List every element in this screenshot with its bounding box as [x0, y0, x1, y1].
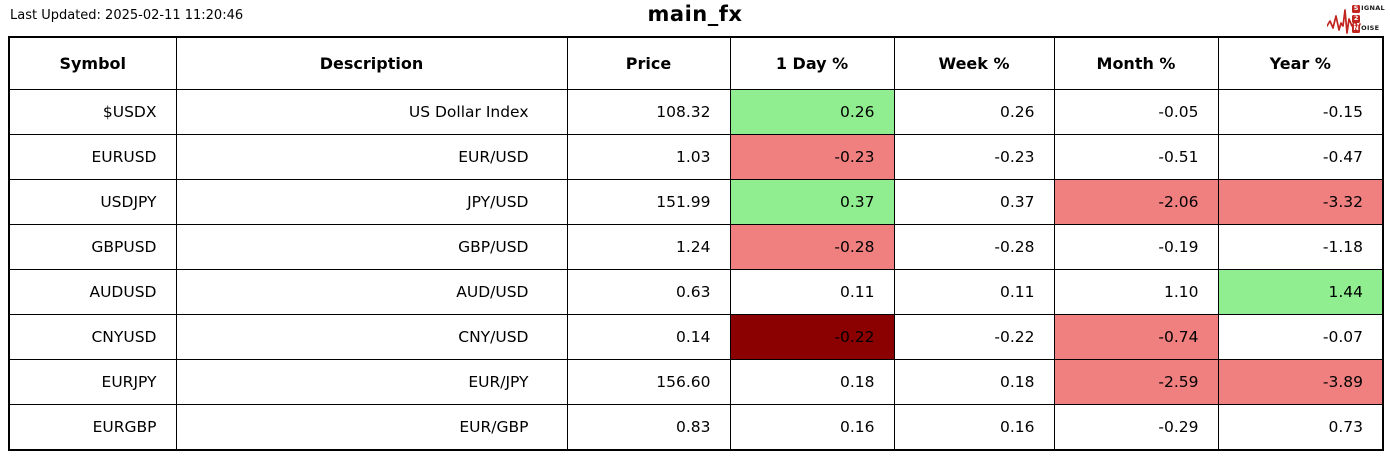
header-row: Symbol Description Price 1 Day % Week % … — [8, 36, 1384, 90]
logo-letter-n: N — [1352, 24, 1361, 33]
cell-week-pct: -0.22 — [893, 314, 1055, 360]
cell-description: EUR/GBP — [175, 404, 568, 451]
cell-week-pct: 0.37 — [893, 179, 1055, 225]
cell-price: 0.83 — [566, 404, 731, 451]
fx-table: Symbol Description Price 1 Day % Week % … — [8, 36, 1384, 451]
cell-symbol: CNYUSD — [8, 314, 177, 360]
column-header-symbol: Symbol — [8, 36, 177, 90]
cell-symbol: USDJPY — [8, 179, 177, 225]
cell-month-pct: -0.51 — [1053, 134, 1219, 180]
cell-month-pct: -2.59 — [1053, 359, 1219, 405]
cell-description: CNY/USD — [175, 314, 568, 360]
cell-symbol: EURJPY — [8, 359, 177, 405]
logo-text: S IGNAL 2 N OISE — [1352, 4, 1385, 33]
table-row: EURUSD EUR/USD 1.03 -0.23 -0.23 -0.51 -0.47 — [8, 134, 1384, 180]
logo-line-signal: S IGNAL — [1352, 4, 1385, 13]
column-header-price: Price — [566, 36, 731, 90]
logo-line-noise: N OISE — [1352, 24, 1380, 33]
cell-week-pct: 0.16 — [893, 404, 1055, 451]
cell-symbol: GBPUSD — [8, 224, 177, 270]
cell-price: 0.63 — [566, 269, 731, 315]
cell-month-pct: 1.10 — [1053, 269, 1219, 315]
cell-symbol: EURUSD — [8, 134, 177, 180]
page-title: main_fx — [647, 2, 743, 26]
cell-week-pct: -0.28 — [893, 224, 1055, 270]
cell-year-pct: -0.15 — [1217, 89, 1384, 135]
cell-price: 1.03 — [566, 134, 731, 180]
cell-price: 0.14 — [566, 314, 731, 360]
cell-description: JPY/USD — [175, 179, 568, 225]
cell-symbol: $USDX — [8, 89, 177, 135]
logo-line-two: 2 — [1352, 14, 1385, 23]
cell-year-pct: -3.32 — [1217, 179, 1384, 225]
cell-month-pct: -0.19 — [1053, 224, 1219, 270]
cell-day-pct: 0.11 — [729, 269, 895, 315]
cell-price: 1.24 — [566, 224, 731, 270]
cell-symbol: AUDUSD — [8, 269, 177, 315]
cell-price: 156.60 — [566, 359, 731, 405]
logo-letter-s: S — [1352, 4, 1361, 13]
cell-symbol: EURGBP — [8, 404, 177, 451]
cell-month-pct: -2.06 — [1053, 179, 1219, 225]
cell-year-pct: 0.73 — [1217, 404, 1384, 451]
signal2noise-logo: S IGNAL 2 N OISE — [1327, 2, 1385, 36]
cell-month-pct: -0.74 — [1053, 314, 1219, 360]
cell-description: AUD/USD — [175, 269, 568, 315]
cell-day-pct: 0.26 — [729, 89, 895, 135]
cell-day-pct: -0.22 — [729, 314, 895, 360]
column-header-month-pct: Month % — [1053, 36, 1219, 90]
cell-day-pct: 0.37 — [729, 179, 895, 225]
cell-year-pct: 1.44 — [1217, 269, 1384, 315]
cell-year-pct: -0.07 — [1217, 314, 1384, 360]
cell-week-pct: 0.18 — [893, 359, 1055, 405]
column-header-day-pct: 1 Day % — [729, 36, 895, 90]
logo-letter-2: 2 — [1352, 14, 1361, 23]
cell-description: GBP/USD — [175, 224, 568, 270]
cell-day-pct: -0.28 — [729, 224, 895, 270]
cell-year-pct: -0.47 — [1217, 134, 1384, 180]
last-updated-timestamp: Last Updated: 2025-02-11 11:20:46 — [10, 8, 244, 23]
cell-day-pct: 0.18 — [729, 359, 895, 405]
cell-price: 108.32 — [566, 89, 731, 135]
cell-month-pct: -0.29 — [1053, 404, 1219, 451]
table-row: USDJPY JPY/USD 151.99 0.37 0.37 -2.06 -3.32 — [8, 179, 1384, 225]
cell-year-pct: -3.89 — [1217, 359, 1384, 405]
column-header-week-pct: Week % — [893, 36, 1055, 90]
column-header-description: Description — [175, 36, 568, 90]
cell-description: US Dollar Index — [175, 89, 568, 135]
table-row: EURJPY EUR/JPY 156.60 0.18 0.18 -2.59 -3.89 — [8, 359, 1384, 405]
column-header-year-pct: Year % — [1217, 36, 1384, 90]
cell-day-pct: 0.16 — [729, 404, 895, 451]
cell-description: EUR/JPY — [175, 359, 568, 405]
table-row: CNYUSD CNY/USD 0.14 -0.22 -0.22 -0.74 -0.07 — [8, 314, 1384, 360]
cell-week-pct: 0.11 — [893, 269, 1055, 315]
table-row: EURGBP EUR/GBP 0.83 0.16 0.16 -0.29 0.73 — [8, 404, 1384, 451]
cell-year-pct: -1.18 — [1217, 224, 1384, 270]
table-row: AUDUSD AUD/USD 0.63 0.11 0.11 1.10 1.44 — [8, 269, 1384, 315]
cell-week-pct: -0.23 — [893, 134, 1055, 180]
cell-week-pct: 0.26 — [893, 89, 1055, 135]
cell-price: 151.99 — [566, 179, 731, 225]
cell-month-pct: -0.05 — [1053, 89, 1219, 135]
cell-day-pct: -0.23 — [729, 134, 895, 180]
table-row: $USDX US Dollar Index 108.32 0.26 0.26 -0.05-… — [8, 89, 1384, 135]
cell-description: EUR/USD — [175, 134, 568, 180]
table-row: GBPUSD GBP/USD 1.24 -0.28 -0.28 -0.19 -1.18 — [8, 224, 1384, 270]
